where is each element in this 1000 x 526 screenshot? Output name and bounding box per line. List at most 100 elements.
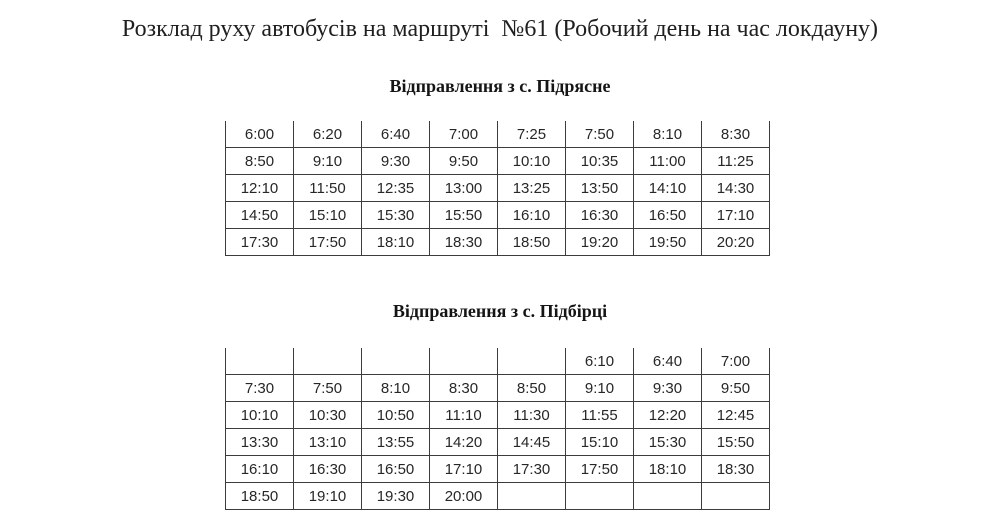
time-cell: 8:30 <box>701 121 770 148</box>
time-cell: 9:10 <box>565 374 634 402</box>
time-cell: 19:20 <box>565 228 634 256</box>
timetable-row: 6:00 6:20 6:40 7:00 7:25 7:50 8:10 8:30 <box>225 121 770 148</box>
time-cell: 17:30 <box>497 455 566 483</box>
time-cell: 17:50 <box>565 455 634 483</box>
timetable-row: 6:10 6:40 7:00 <box>225 348 770 375</box>
time-cell: 11:55 <box>565 401 634 429</box>
timetable-row: 18:50 19:10 19:30 20:00 <box>225 482 770 510</box>
time-cell: 18:10 <box>361 228 430 256</box>
time-cell: 15:10 <box>293 201 362 229</box>
time-cell: 13:10 <box>293 428 362 456</box>
time-cell <box>225 348 294 375</box>
timetable-row: 10:10 10:30 10:50 11:10 11:30 11:55 12:20 12:45 <box>225 401 770 429</box>
time-cell: 16:10 <box>497 201 566 229</box>
timetable-row: 13:30 13:10 13:55 14:20 14:45 15:10 15:30 15:50 <box>225 428 770 456</box>
time-cell: 14:50 <box>225 201 294 229</box>
time-cell: 8:10 <box>361 374 430 402</box>
time-cell: 16:30 <box>565 201 634 229</box>
time-cell: 14:30 <box>701 174 770 202</box>
time-cell: 10:10 <box>497 147 566 175</box>
timetable-row: 12:10 11:50 12:35 13:00 13:25 13:50 14:10 14:30 <box>225 174 770 202</box>
time-cell: 18:50 <box>497 228 566 256</box>
section-title-pidriasne: Відправлення з с. Підрясне <box>389 76 611 96</box>
time-cell <box>701 482 770 510</box>
time-cell <box>497 482 566 510</box>
time-cell: 16:50 <box>633 201 702 229</box>
time-cell: 7:30 <box>225 374 294 402</box>
time-cell: 18:30 <box>701 455 770 483</box>
time-cell: 9:30 <box>361 147 430 175</box>
time-cell: 13:00 <box>429 174 498 202</box>
time-cell: 7:00 <box>429 121 498 148</box>
time-cell: 7:00 <box>701 348 770 375</box>
timetable-row: 17:30 17:50 18:10 18:30 18:50 19:20 19:50 20:20 <box>225 228 770 256</box>
time-cell: 17:10 <box>429 455 498 483</box>
time-cell <box>565 482 634 510</box>
time-cell: 6:20 <box>293 121 362 148</box>
time-cell: 17:10 <box>701 201 770 229</box>
time-cell: 9:50 <box>429 147 498 175</box>
time-cell: 14:45 <box>497 428 566 456</box>
time-cell: 10:35 <box>565 147 634 175</box>
time-cell: 19:50 <box>633 228 702 256</box>
time-cell: 20:20 <box>701 228 770 256</box>
time-cell: 14:20 <box>429 428 498 456</box>
time-cell: 12:45 <box>701 401 770 429</box>
time-cell: 18:50 <box>225 482 294 510</box>
time-cell: 6:40 <box>633 348 702 375</box>
time-cell: 16:50 <box>361 455 430 483</box>
time-cell: 19:10 <box>293 482 362 510</box>
time-cell: 19:30 <box>361 482 430 510</box>
time-cell: 15:50 <box>429 201 498 229</box>
time-cell: 10:50 <box>361 401 430 429</box>
time-cell: 8:50 <box>497 374 566 402</box>
time-cell: 18:10 <box>633 455 702 483</box>
time-cell: 11:25 <box>701 147 770 175</box>
timetable-row: 7:30 7:50 8:10 8:30 8:50 9:10 9:30 9:50 <box>225 374 770 402</box>
time-cell: 7:50 <box>293 374 362 402</box>
time-cell: 11:30 <box>497 401 566 429</box>
time-cell: 14:10 <box>633 174 702 202</box>
time-cell: 10:10 <box>225 401 294 429</box>
time-cell: 13:25 <box>497 174 566 202</box>
timetable-pidriasne: 6:00 6:20 6:40 7:00 7:25 7:50 8:10 8:30 8:50 9:10… <box>225 121 770 256</box>
time-cell: 8:30 <box>429 374 498 402</box>
time-cell: 6:00 <box>225 121 294 148</box>
time-cell: 12:10 <box>225 174 294 202</box>
time-cell: 8:10 <box>633 121 702 148</box>
timetable-row: 14:50 15:10 15:30 15:50 16:10 16:30 16:50 17:10 <box>225 201 770 229</box>
time-cell: 20:00 <box>429 482 498 510</box>
timetable-row: 16:10 16:30 16:50 17:10 17:30 17:50 18:10 18:30 <box>225 455 770 483</box>
time-cell: 12:35 <box>361 174 430 202</box>
time-cell: 15:10 <box>565 428 634 456</box>
time-cell: 7:25 <box>497 121 566 148</box>
time-cell: 13:30 <box>225 428 294 456</box>
page-title: Розклад руху автобусів на маршруті №61 (… <box>121 16 879 42</box>
time-cell: 11:50 <box>293 174 362 202</box>
time-cell: 6:40 <box>361 121 430 148</box>
time-cell: 12:20 <box>633 401 702 429</box>
time-cell: 6:10 <box>565 348 634 375</box>
time-cell: 17:50 <box>293 228 362 256</box>
time-cell: 11:10 <box>429 401 498 429</box>
time-cell: 15:50 <box>701 428 770 456</box>
time-cell: 16:10 <box>225 455 294 483</box>
time-cell <box>361 348 430 375</box>
time-cell <box>293 348 362 375</box>
time-cell: 9:30 <box>633 374 702 402</box>
time-cell: 9:50 <box>701 374 770 402</box>
time-cell: 7:50 <box>565 121 634 148</box>
time-cell <box>497 348 566 375</box>
time-cell: 16:30 <box>293 455 362 483</box>
time-cell: 15:30 <box>633 428 702 456</box>
time-cell: 8:50 <box>225 147 294 175</box>
timetable-pidbirtsi: 6:10 6:40 7:00 7:30 7:50 8:10 8:30 8:50 9:10 9:30… <box>225 348 770 510</box>
time-cell: 17:30 <box>225 228 294 256</box>
section-title-pidbirtsi: Відправлення з с. Підбірці <box>392 301 608 321</box>
timetable-row: 8:50 9:10 9:30 9:50 10:10 10:35 11:00 11:25 <box>225 147 770 175</box>
time-cell: 11:00 <box>633 147 702 175</box>
time-cell <box>429 348 498 375</box>
time-cell <box>633 482 702 510</box>
time-cell: 13:50 <box>565 174 634 202</box>
time-cell: 13:55 <box>361 428 430 456</box>
